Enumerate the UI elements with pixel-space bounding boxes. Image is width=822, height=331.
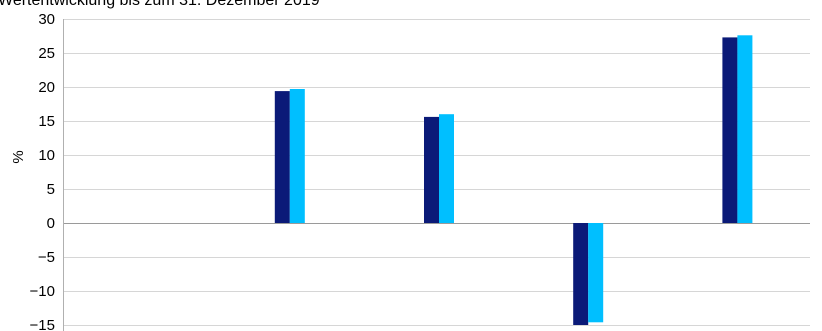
y-tick-label: −15: [30, 317, 55, 331]
bar: [439, 114, 454, 223]
y-tick-label: 5: [47, 181, 55, 198]
bar: [722, 37, 738, 224]
y-axis-title: %: [10, 150, 27, 163]
y-tick-label: 10: [38, 147, 55, 164]
bar: [289, 89, 305, 223]
bar: [588, 223, 604, 323]
bar: [274, 91, 290, 223]
y-tick-label: 20: [38, 79, 55, 96]
y-tick-label: −5: [38, 249, 55, 266]
y-tick-label: 0: [47, 215, 55, 232]
gridlines: [64, 19, 810, 326]
bar: [573, 223, 589, 325]
y-tick-label: −10: [30, 283, 55, 300]
bar: [424, 116, 439, 223]
bars: [274, 35, 753, 325]
y-tick-labels: 30 25 20 15 10 5 0 −5 −10 −15: [30, 11, 55, 331]
chart-title: Wertentwicklung bis zum 31. Dezember 201…: [0, 0, 320, 9]
y-tick-label: 25: [38, 45, 55, 62]
bar: [737, 35, 753, 223]
y-tick-label: 30: [38, 11, 55, 28]
y-tick-label: 15: [38, 113, 55, 130]
